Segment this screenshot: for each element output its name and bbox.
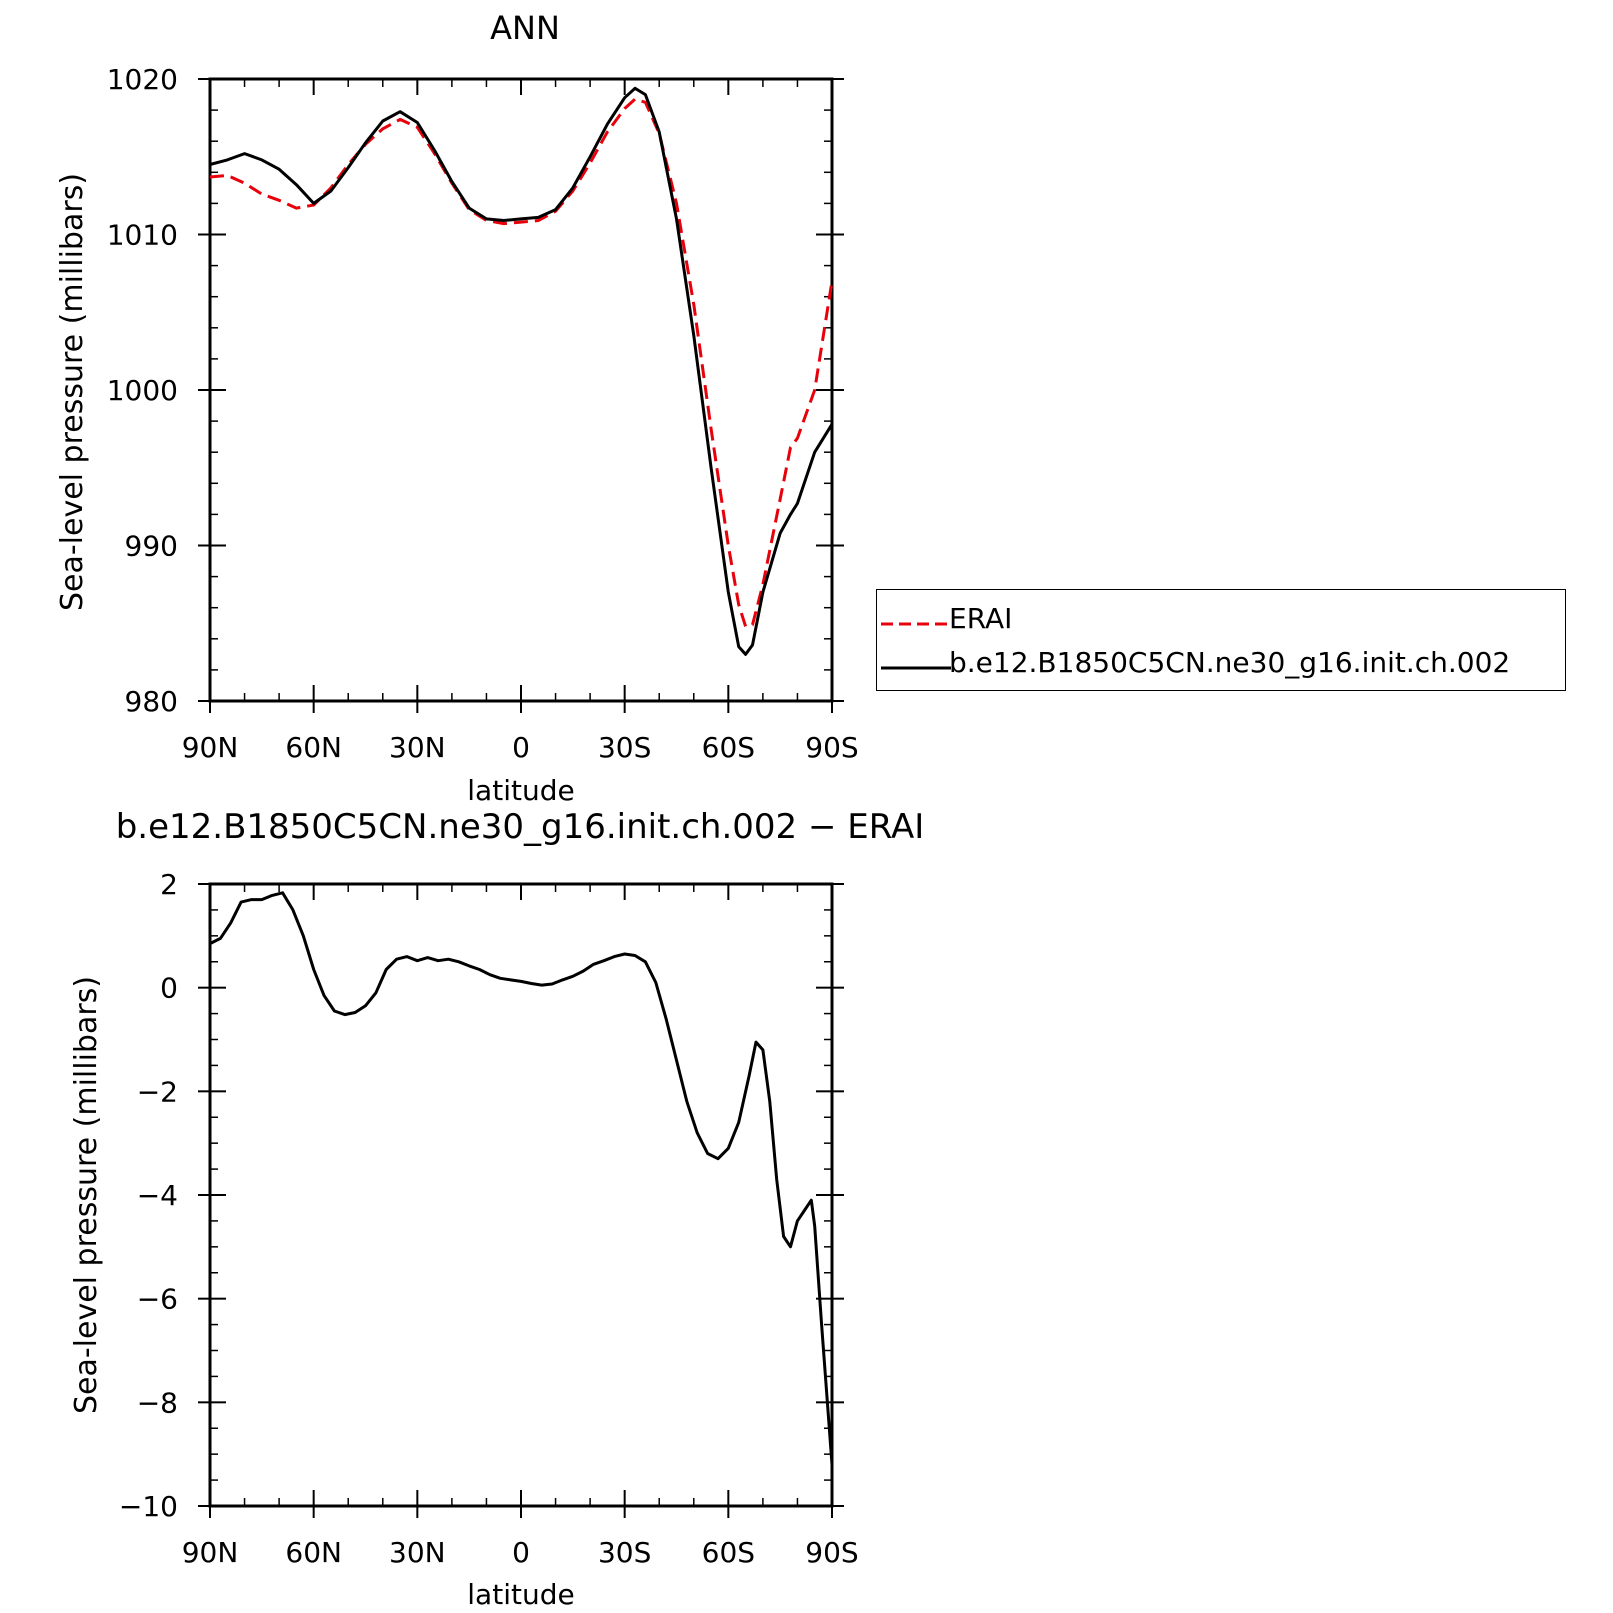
top-x-tick-label: 30N [389, 731, 446, 764]
top-y-tick-label: 980 [125, 685, 178, 718]
legend: ERAI b.e12.B1850C5CN.ne30_g16.init.ch.00… [876, 589, 1566, 691]
bottom-y-tick-label: −4 [137, 1179, 178, 1212]
top-plot: ANN 90N 60N 30N 0 30S 60S 90S 980 990 1000 1010 102… [55, 9, 859, 807]
bottom-x-axis-label: latitude [467, 1578, 574, 1611]
bottom-plot-frame [208, 882, 834, 1508]
top-x-tick-label: 60N [285, 731, 342, 764]
bottom-y-tick-label: 2 [160, 868, 178, 901]
bottom-x-tick-label: 90S [805, 1536, 858, 1569]
top-x-tick-label: 30S [598, 731, 651, 764]
legend-label-model: b.e12.B1850C5CN.ne30_g16.init.ch.002 [949, 646, 1511, 679]
bottom-x-tick-label: 30S [598, 1536, 651, 1569]
legend-item-model: b.e12.B1850C5CN.ne30_g16.init.ch.002 [877, 644, 1565, 684]
bottom-y-tick-label: 0 [160, 972, 178, 1005]
top-ticks: 90N 60N 30N 0 30S 60S 90S 980 990 1000 1010 1020 [107, 63, 859, 764]
top-series [209, 86, 834, 656]
bottom-y-tick-label: −8 [137, 1386, 178, 1419]
top-x-tick-label: 60S [702, 731, 755, 764]
bottom-series-line-0 [209, 891, 834, 1465]
bottom-x-tick-label: 30N [389, 1536, 446, 1569]
legend-item-erai: ERAI [877, 596, 1565, 636]
top-y-axis-label: Sea-level pressure (millibars) [55, 173, 90, 611]
top-y-tick-label: 1000 [107, 374, 178, 407]
bottom-x-tick-label: 60N [285, 1536, 342, 1569]
top-x-tick-label: 0 [512, 731, 530, 764]
top-plot-frame [208, 77, 834, 703]
bottom-title: b.e12.B1850C5CN.ne30_g16.init.ch.002 − E… [116, 807, 925, 847]
top-x-axis-label: latitude [467, 774, 574, 807]
bottom-y-tick-label: −10 [119, 1490, 178, 1523]
top-y-tick-label: 1020 [107, 63, 178, 96]
bottom-y-tick-label: −2 [137, 1075, 178, 1108]
top-x-tick-label: 90N [182, 731, 239, 764]
bottom-x-tick-label: 0 [512, 1536, 530, 1569]
bottom-ticks: 90N 60N 30N 0 30S 60S 90S −10 −8 −6 −4 −2 0 2 [119, 868, 859, 1569]
bottom-x-tick-label: 90N [182, 1536, 239, 1569]
top-title: ANN [490, 9, 560, 47]
bottom-x-tick-label: 60S [702, 1536, 755, 1569]
top-y-tick-label: 990 [125, 530, 178, 563]
top-y-tick-label: 1010 [107, 219, 178, 252]
top-series-line-0 [209, 97, 834, 628]
top-x-tick-label: 90S [805, 731, 858, 764]
legend-swatch-erai [881, 622, 951, 626]
bottom-plot: b.e12.B1850C5CN.ne30_g16.init.ch.002 − E… [69, 807, 924, 1611]
bottom-y-tick-label: −6 [137, 1283, 178, 1316]
legend-swatch-model [881, 666, 951, 670]
bottom-series [209, 891, 834, 1465]
legend-label-erai: ERAI [949, 602, 1013, 635]
top-series-line-1 [209, 86, 834, 656]
bottom-y-axis-label: Sea-level pressure (millibars) [69, 976, 104, 1414]
